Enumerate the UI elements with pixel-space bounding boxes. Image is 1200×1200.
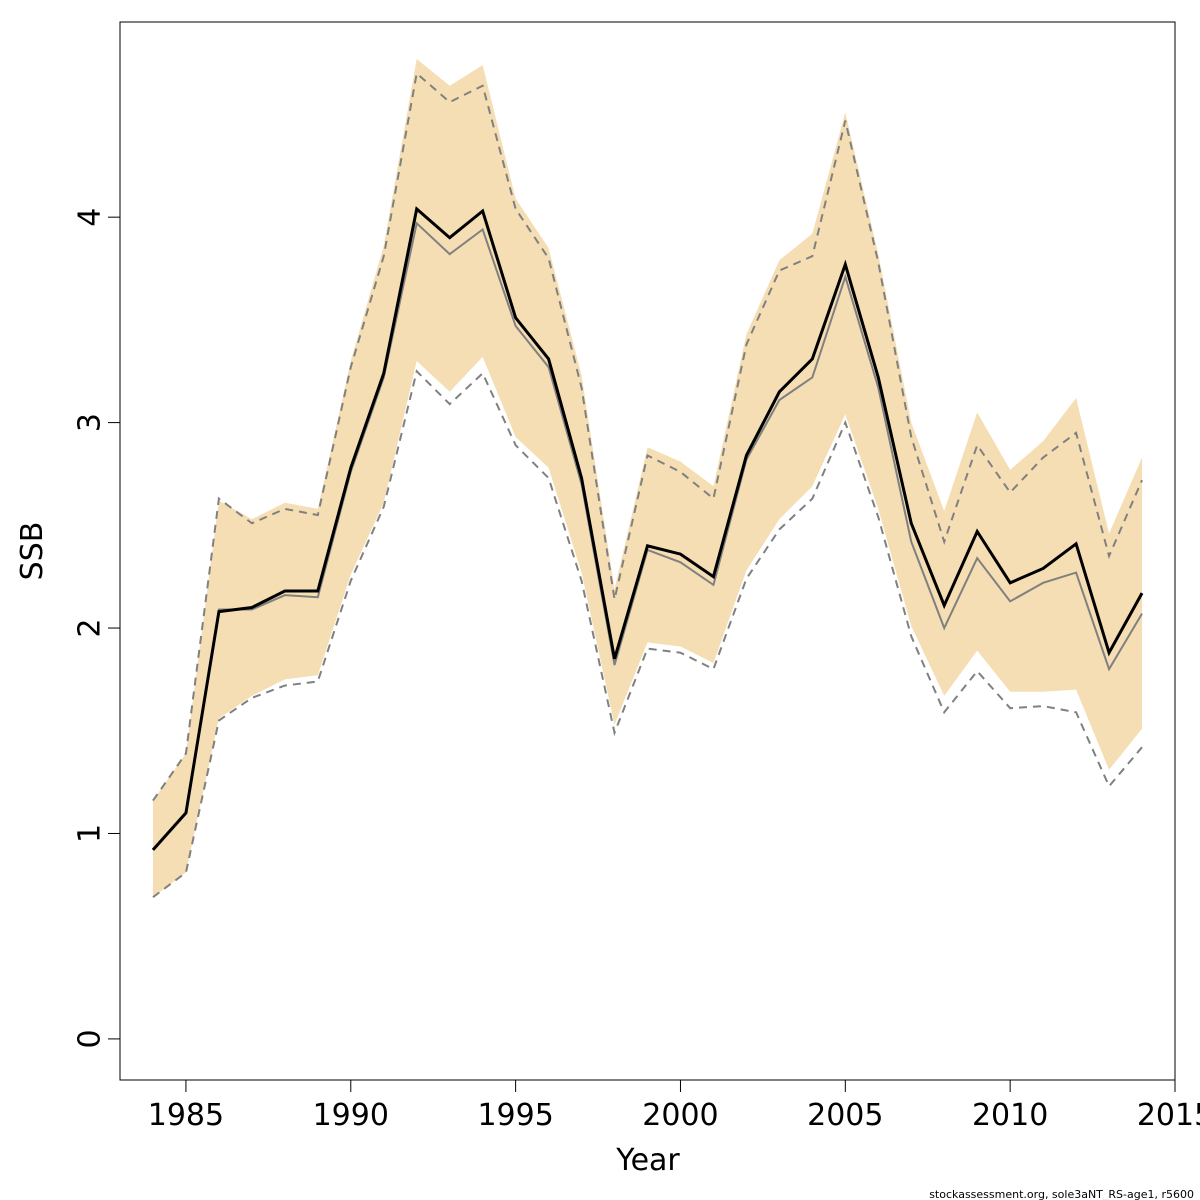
x-tick-label: 2015 xyxy=(1137,1098,1200,1133)
series-lines-layer xyxy=(151,71,1144,898)
upper-bound-dashed-line xyxy=(152,71,1143,802)
ssb-estimate-line xyxy=(151,206,1144,851)
x-tick-label: 2000 xyxy=(642,1098,718,1133)
footer-credit: stockassessment.org, sole3aNT_RS-age1, r… xyxy=(929,1188,1194,1200)
y-tick-label: 3 xyxy=(73,413,108,432)
y-tick-label: 4 xyxy=(73,208,108,227)
axes-layer: 1985 1990 1995 2000 2005 2010 2015 0 1 2 3 4 xyxy=(73,208,1200,1133)
x-tick-label: 2010 xyxy=(972,1098,1048,1133)
x-axis-title: Year xyxy=(615,1143,680,1178)
y-tick-label: 0 xyxy=(73,1029,108,1048)
x-tick-label: 1990 xyxy=(313,1098,389,1133)
y-axis-title: SSB xyxy=(15,522,50,581)
confidence-band-layer xyxy=(152,58,1143,898)
x-tick-label: 1995 xyxy=(477,1098,553,1133)
y-tick-label: 1 xyxy=(73,824,108,843)
confidence-band xyxy=(152,58,1143,898)
x-tick-label: 1985 xyxy=(148,1098,224,1133)
y-tick-label: 2 xyxy=(73,618,108,637)
x-tick-label: 2005 xyxy=(807,1098,883,1133)
